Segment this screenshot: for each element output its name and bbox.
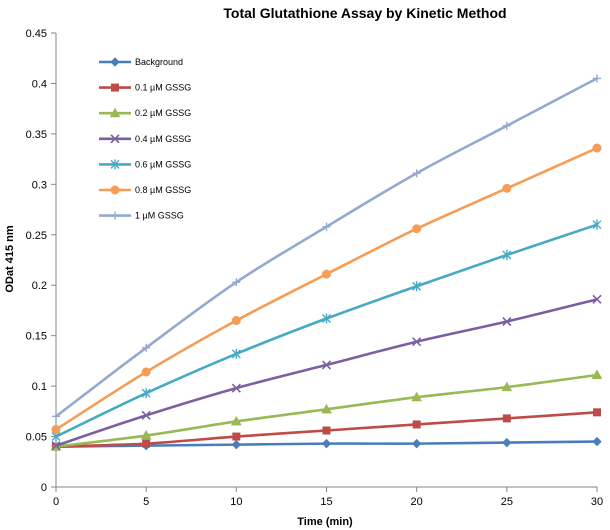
legend-label: 0.4 µM GSSG <box>135 134 191 144</box>
legend-label: 0.6 µM GSSG <box>135 159 191 169</box>
data-point <box>232 432 241 441</box>
legend-item-5: 0.6 µM GSSG <box>99 159 191 170</box>
legend-item-6: 0.8 µM GSSG <box>99 185 191 195</box>
legend-item-2: 0.1 µM GSSG <box>99 83 191 93</box>
data-point <box>231 348 241 359</box>
data-point <box>412 337 422 347</box>
data-point <box>502 316 512 327</box>
legend-marker <box>111 211 119 220</box>
data-point <box>592 436 602 447</box>
data-point <box>593 74 601 83</box>
data-point <box>321 403 332 414</box>
data-point <box>322 426 331 435</box>
legend-label: 1 µM GSSG <box>135 211 184 221</box>
series-6 <box>51 143 602 434</box>
y-tick-label: 0.1 <box>32 381 47 393</box>
legend-marker <box>110 57 120 67</box>
y-tick-label: 0.25 <box>26 230 47 242</box>
data-point <box>231 383 241 393</box>
legend-marker <box>110 159 120 170</box>
data-point <box>411 438 422 449</box>
data-point <box>502 183 512 193</box>
legend-label: 0.8 µM GSSG <box>135 185 191 195</box>
y-tick-label: 0.35 <box>26 129 47 141</box>
x-axis-label: Time (min) <box>297 516 353 528</box>
data-point <box>321 360 332 370</box>
data-point <box>231 439 242 450</box>
data-point <box>52 412 60 421</box>
data-point <box>502 414 511 423</box>
legend-marker <box>110 185 120 195</box>
y-tick-label: 0.4 <box>32 78 47 90</box>
y-axis-label: ODat 415 nm <box>4 225 16 292</box>
data-point <box>321 438 332 449</box>
y-tick-label: 0.05 <box>26 432 47 444</box>
data-point <box>141 367 151 377</box>
data-point <box>322 222 331 231</box>
y-tick-label: 0.15 <box>26 331 47 343</box>
series-5 <box>51 219 602 442</box>
legend-label: Background <box>135 57 183 67</box>
data-point <box>412 169 421 178</box>
data-point <box>412 224 422 234</box>
data-point <box>142 439 151 448</box>
chart-title: Total Glutathione Assay by Kinetic Metho… <box>223 5 506 21</box>
data-point <box>592 143 602 153</box>
data-point <box>51 441 61 451</box>
data-point <box>592 219 602 230</box>
data-point <box>231 316 241 326</box>
legend-marker <box>110 134 120 144</box>
x-tick-label: 10 <box>230 496 242 508</box>
data-point <box>140 430 152 440</box>
data-point <box>501 381 513 392</box>
legend-label: 0.2 µM GSSG <box>135 108 191 118</box>
legend-item-4: 0.4 µM GSSG <box>99 134 191 144</box>
data-point <box>591 369 603 380</box>
data-point <box>592 294 602 304</box>
data-point <box>141 388 151 399</box>
y-tick-label: 0.3 <box>32 179 47 191</box>
series-4 <box>51 294 602 451</box>
data-point <box>411 391 423 402</box>
data-point <box>412 420 421 429</box>
legend: Background 0.1 µM GSSG 0.2 µM GSSG 0.4 µM G… <box>99 57 191 221</box>
data-point <box>230 415 242 426</box>
legend-label: 0.1 µM GSSG <box>135 83 191 93</box>
data-point <box>141 410 151 420</box>
data-point <box>502 249 512 260</box>
x-tick-label: 15 <box>320 496 332 508</box>
y-tick-label: 0 <box>41 482 47 494</box>
series-3 <box>50 369 603 451</box>
legend-marker <box>109 107 121 118</box>
y-tick-label: 0.2 <box>32 280 47 292</box>
data-point <box>322 269 331 279</box>
series-2 <box>52 408 601 451</box>
legend-item-1: Background <box>99 57 183 67</box>
data-point <box>232 278 241 287</box>
x-tick-label: 30 <box>591 496 603 508</box>
data-point <box>593 408 601 417</box>
data-point <box>502 121 511 130</box>
x-tick-label: 5 <box>143 496 149 508</box>
data-point <box>51 424 61 434</box>
data-point <box>322 313 331 324</box>
legend-marker <box>111 83 119 92</box>
series-7 <box>52 74 601 421</box>
x-tick-label: 20 <box>411 496 423 508</box>
axes: 0 0.05 0.1 0.15 0.2 0.25 0.3 0.35 0.4 0.45 0 5 10 15 2… <box>26 28 604 508</box>
data-point <box>502 437 512 448</box>
legend-item-3: 0.2 µM GSSG <box>99 107 191 118</box>
series-layer <box>50 74 603 452</box>
legend-item-7: 1 µM GSSG <box>99 211 184 221</box>
data-point <box>142 343 151 352</box>
x-tick-label: 25 <box>501 496 513 508</box>
y-tick-label: 0.45 <box>26 28 47 40</box>
data-point <box>412 281 422 292</box>
x-tick-label: 0 <box>53 496 59 508</box>
